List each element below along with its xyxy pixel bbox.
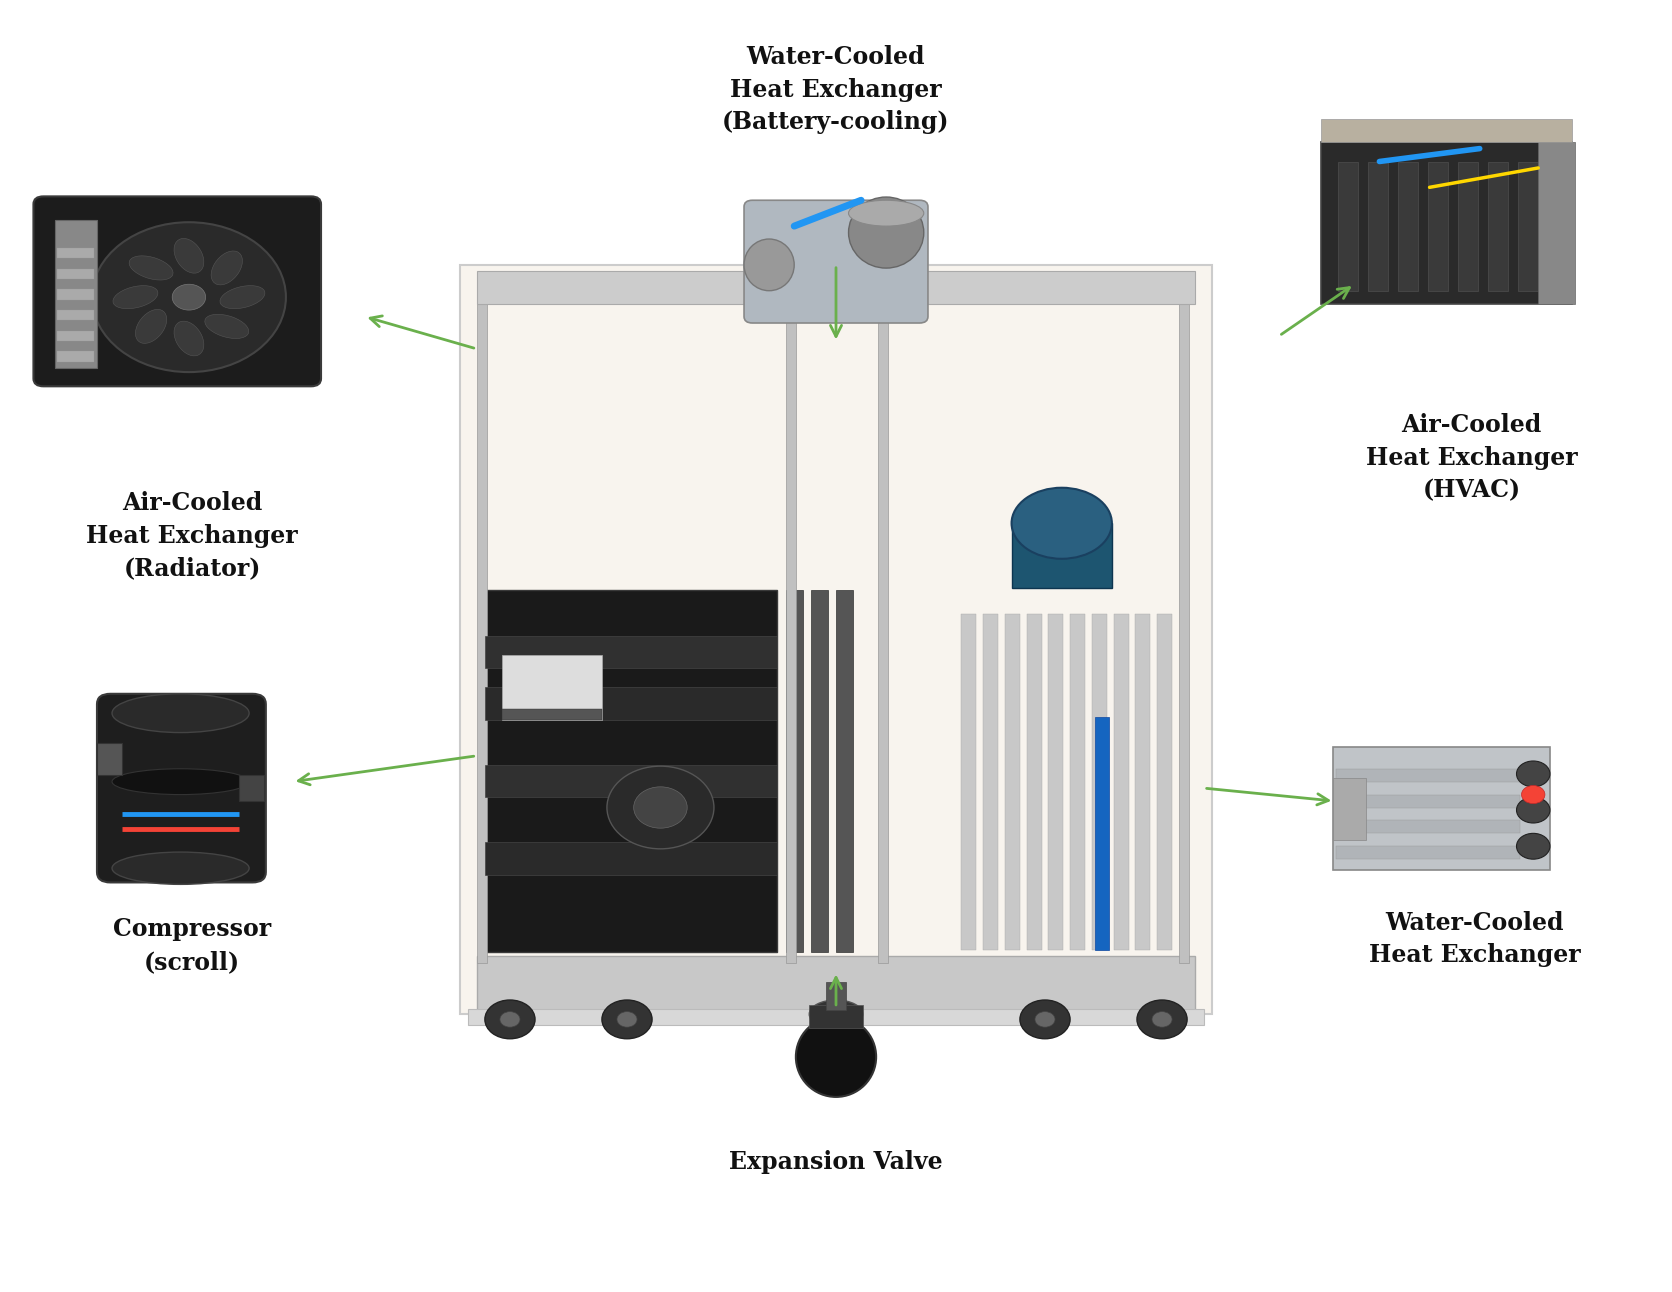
Ellipse shape xyxy=(221,286,264,309)
Bar xyxy=(485,842,777,875)
Bar xyxy=(1488,162,1508,291)
Circle shape xyxy=(1517,761,1550,787)
Bar xyxy=(1095,717,1109,950)
Ellipse shape xyxy=(114,286,157,309)
Bar xyxy=(57,310,94,320)
Circle shape xyxy=(634,787,687,828)
Ellipse shape xyxy=(174,239,204,273)
Text: Water-Cooled
Heat Exchanger: Water-Cooled Heat Exchanger xyxy=(1369,911,1580,968)
Bar xyxy=(502,655,602,720)
Bar xyxy=(826,982,846,1010)
Ellipse shape xyxy=(129,256,174,280)
Bar xyxy=(1336,795,1520,808)
Bar xyxy=(485,636,777,668)
Circle shape xyxy=(500,1012,520,1027)
Ellipse shape xyxy=(744,239,794,291)
Bar xyxy=(1398,162,1418,291)
Bar xyxy=(485,687,777,720)
Bar xyxy=(57,269,94,279)
Ellipse shape xyxy=(112,769,249,795)
Circle shape xyxy=(602,1000,652,1039)
Ellipse shape xyxy=(796,1017,876,1097)
Ellipse shape xyxy=(204,314,249,339)
Bar xyxy=(460,265,1212,1014)
Circle shape xyxy=(172,284,206,310)
Bar xyxy=(1114,614,1129,950)
Bar xyxy=(1458,162,1478,291)
Bar xyxy=(1333,778,1366,840)
Bar xyxy=(1538,142,1575,304)
Circle shape xyxy=(1020,1000,1070,1039)
Bar xyxy=(1012,523,1112,588)
Bar xyxy=(239,775,264,801)
Circle shape xyxy=(1035,1012,1055,1027)
Text: Water-Cooled
Heat Exchanger
(Battery-cooling): Water-Cooled Heat Exchanger (Battery-coo… xyxy=(722,45,950,134)
FancyBboxPatch shape xyxy=(97,694,266,882)
Bar xyxy=(1135,614,1150,950)
Bar xyxy=(57,331,94,341)
Bar xyxy=(477,956,1195,1014)
Bar xyxy=(1157,614,1172,950)
Bar xyxy=(1179,291,1189,963)
Bar xyxy=(983,614,998,950)
Bar xyxy=(1048,614,1063,950)
Bar xyxy=(477,271,1195,304)
Ellipse shape xyxy=(809,1000,863,1028)
Bar xyxy=(57,289,94,300)
Bar xyxy=(55,220,97,368)
Bar xyxy=(1336,769,1520,782)
Ellipse shape xyxy=(849,196,925,267)
Bar xyxy=(1428,162,1448,291)
FancyBboxPatch shape xyxy=(33,196,321,386)
Circle shape xyxy=(1152,1012,1172,1027)
Bar xyxy=(1027,614,1042,950)
Bar xyxy=(1321,119,1572,142)
Text: Air-Cooled
Heat Exchanger
(HVAC): Air-Cooled Heat Exchanger (HVAC) xyxy=(1366,413,1577,503)
Bar xyxy=(97,743,122,775)
Bar xyxy=(1333,747,1550,870)
Bar xyxy=(502,709,602,720)
Circle shape xyxy=(1517,833,1550,859)
Bar xyxy=(836,590,853,952)
Bar xyxy=(961,614,976,950)
Ellipse shape xyxy=(135,309,167,344)
Text: Compressor
(scroll): Compressor (scroll) xyxy=(114,917,271,974)
Ellipse shape xyxy=(211,251,242,286)
Ellipse shape xyxy=(849,200,925,226)
Circle shape xyxy=(1517,797,1550,823)
Bar xyxy=(485,765,777,797)
Bar xyxy=(485,590,777,952)
Bar xyxy=(57,351,94,362)
Bar xyxy=(811,590,828,952)
Circle shape xyxy=(485,1000,535,1039)
Ellipse shape xyxy=(174,322,204,355)
Bar xyxy=(1336,820,1520,833)
Bar xyxy=(1321,142,1572,304)
Text: Expansion Valve: Expansion Valve xyxy=(729,1150,943,1174)
Ellipse shape xyxy=(112,694,249,733)
Circle shape xyxy=(1522,786,1545,804)
Bar xyxy=(1005,614,1020,950)
Bar xyxy=(1368,162,1388,291)
Ellipse shape xyxy=(1012,487,1112,558)
Bar xyxy=(878,291,888,963)
Bar xyxy=(1338,162,1358,291)
Bar xyxy=(786,590,803,952)
Circle shape xyxy=(617,1012,637,1027)
Bar xyxy=(57,248,94,258)
Bar xyxy=(786,291,796,963)
Circle shape xyxy=(92,222,286,372)
FancyBboxPatch shape xyxy=(744,200,928,323)
Text: Air-Cooled
Heat Exchanger
(Radiator): Air-Cooled Heat Exchanger (Radiator) xyxy=(87,491,298,580)
Circle shape xyxy=(1137,1000,1187,1039)
Bar xyxy=(1070,614,1085,950)
Bar xyxy=(477,291,487,963)
Bar xyxy=(468,1009,1204,1025)
Ellipse shape xyxy=(112,853,249,884)
Bar xyxy=(809,1005,863,1028)
Bar xyxy=(1336,846,1520,859)
Circle shape xyxy=(607,766,714,849)
Bar xyxy=(1092,614,1107,950)
Bar xyxy=(1518,162,1538,291)
